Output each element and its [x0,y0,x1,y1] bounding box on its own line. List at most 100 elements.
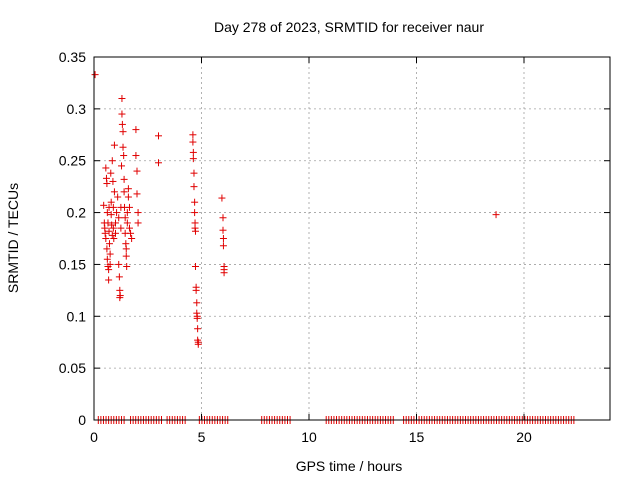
x-tick-label: 0 [90,429,98,445]
data-point [218,194,226,202]
data-point [189,138,197,146]
y-tick-label: 0 [78,412,86,428]
x-tick-label: 10 [301,429,317,445]
y-tick-label: 0.15 [59,256,86,272]
data-point [133,167,141,175]
data-point [118,94,126,102]
data-point [189,148,197,156]
y-tick-label: 0.2 [67,205,87,221]
data-point [123,263,131,271]
x-tick-label: 15 [409,429,425,445]
gridlines [94,57,610,420]
y-tick-label: 0.25 [59,153,86,169]
data-point [194,325,202,333]
data-point [108,157,116,165]
data-point [104,219,112,227]
data-point [103,245,111,253]
data-point [110,235,118,242]
data-point [110,141,118,149]
data-point [191,263,199,271]
y-tick-label: 0.3 [67,101,87,117]
data-point [103,209,111,217]
data-point [121,214,129,222]
data-point [191,227,199,235]
data-point [134,209,142,217]
data-point [124,193,132,201]
y-axis-label: SRMTID / TECUs [5,183,21,293]
data-point [219,214,227,222]
data-point [120,188,128,196]
data-point [219,242,227,250]
data-point [100,201,108,209]
data-point [105,266,113,274]
data-point [103,180,111,188]
data-point [120,175,128,183]
data-point [113,209,121,217]
data-point [125,203,133,211]
axis-ticks: 0 0.05 0.1 0.15 0.2 0.25 0.3 0.35 0 5 10 15 20 [59,49,610,445]
data-point [125,224,133,232]
plot-frame [93,56,611,421]
data-point [91,71,99,79]
data-point [102,235,110,242]
data-point [193,299,201,307]
data-point [220,269,228,277]
data-point [108,221,116,229]
data-point [492,211,500,219]
y-tick-label: 0.35 [59,49,86,65]
data-points [91,71,500,348]
data-point [115,214,123,222]
data-point [109,177,117,185]
data-point [120,152,128,160]
x-tick-label: 20 [516,429,532,445]
data-point [123,209,131,217]
data-point [118,162,126,170]
data-point [115,273,123,281]
data-point [103,255,111,263]
data-point [191,198,199,206]
data-point [110,188,118,196]
data-point [109,203,117,211]
data-point [155,159,162,167]
data-point [107,169,115,177]
data-point [122,252,130,260]
data-point [114,193,122,201]
data-point [219,235,227,242]
data-point [101,229,109,237]
data-point [194,340,202,348]
data-point [122,245,130,253]
data-point [116,292,124,300]
x-axis-label: GPS time / hours [296,458,403,474]
data-point [189,155,197,163]
data-point [128,235,136,242]
data-point [127,229,135,237]
y-tick-label: 0.05 [59,360,86,376]
y-tick-label: 0.1 [67,308,87,324]
data-point [112,219,119,227]
data-point [118,120,126,128]
data-point [105,240,113,248]
data-point [115,260,123,268]
data-point [193,314,201,322]
data-point [119,128,127,136]
data-point [124,185,132,193]
data-point [106,250,114,258]
data-point [192,286,200,294]
data-point [118,110,126,118]
data-point [102,164,110,172]
data-point [107,211,115,219]
data-point [109,224,117,232]
data-point [132,126,140,134]
data-point [219,226,227,234]
data-point [112,229,119,237]
data-point [132,152,140,160]
data-point [123,219,131,227]
data-point [190,169,198,177]
data-point [191,209,199,217]
x-tick-label: 5 [198,429,206,445]
data-point [133,190,141,198]
data-point [155,132,162,140]
data-point [117,224,125,232]
data-point [105,276,113,284]
data-point [189,131,197,139]
